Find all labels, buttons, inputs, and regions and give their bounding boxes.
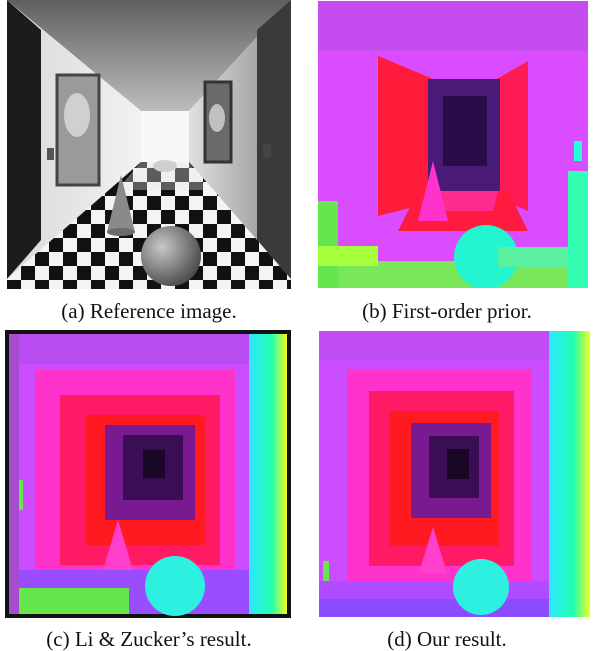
sphere-shape xyxy=(454,225,518,288)
right-gradient-strip xyxy=(249,334,287,614)
first-order-prior-image xyxy=(318,1,588,288)
caption-c: (c) Li & Zucker’s result. xyxy=(46,627,252,651)
cone-shape xyxy=(103,520,133,570)
ceiling xyxy=(7,0,291,111)
sphere-shape xyxy=(145,556,205,616)
cone-shape xyxy=(418,161,448,221)
caption-d: (d) Our result. xyxy=(387,627,507,651)
caption-b: (b) First-order prior. xyxy=(362,299,532,323)
checker-floor xyxy=(7,162,291,289)
cone xyxy=(107,175,135,232)
sphere xyxy=(141,226,201,286)
right-gradient-strip xyxy=(549,331,590,617)
caption-a: (a) Reference image. xyxy=(61,299,237,323)
our-result-image xyxy=(319,331,590,617)
cone-shape xyxy=(419,527,447,573)
li-zucker-result-image xyxy=(5,330,291,618)
reference-image xyxy=(7,0,291,289)
small-sphere xyxy=(153,160,177,172)
sphere-shape xyxy=(453,559,509,615)
